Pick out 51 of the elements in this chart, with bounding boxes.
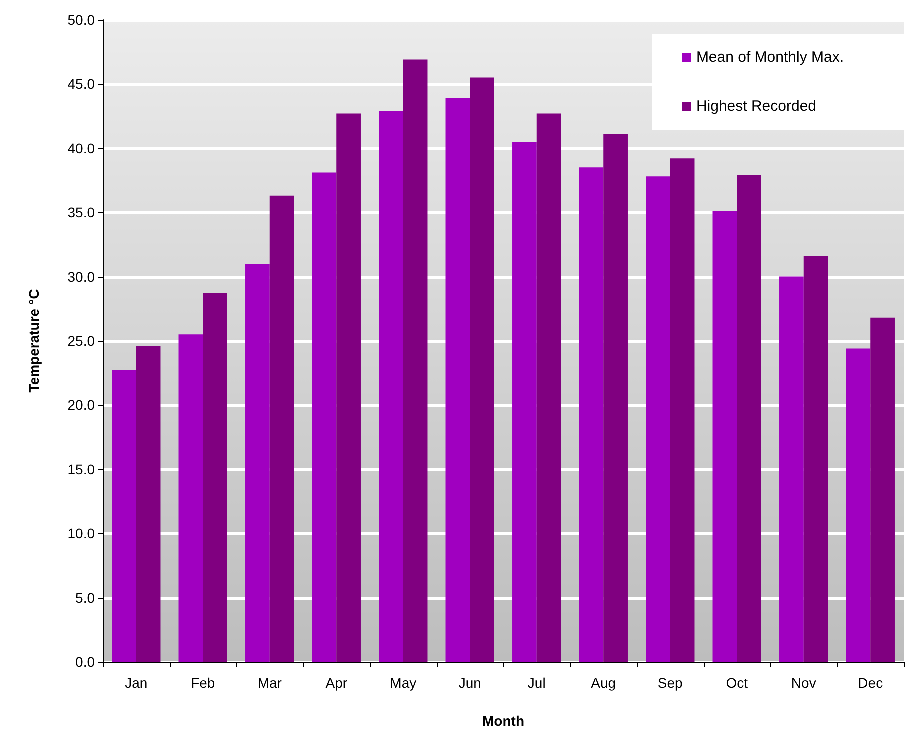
- y-tick-label: 35.0: [68, 204, 96, 221]
- bar: [737, 175, 762, 662]
- x-tick-label: Dec: [858, 675, 884, 691]
- x-tick-label: Jan: [125, 675, 148, 691]
- bar: [579, 168, 604, 662]
- bar: [712, 211, 738, 662]
- x-tick-label: Nov: [791, 675, 816, 691]
- x-tick-label: May: [390, 675, 417, 691]
- bar: [270, 196, 294, 662]
- y-tick-label: 50.0: [68, 12, 96, 28]
- x-tick-label: Oct: [726, 675, 748, 691]
- y-tick-label: 45.0: [68, 76, 96, 92]
- y-tick-label: 20.0: [68, 397, 96, 414]
- bar: [870, 318, 895, 662]
- bar: [512, 142, 537, 662]
- bar: [846, 348, 871, 662]
- y-tick-label: 15.0: [68, 461, 96, 478]
- y-tick-label: 25.0: [68, 333, 96, 349]
- bar: [470, 78, 494, 662]
- bar: [604, 134, 628, 662]
- bar: [136, 346, 161, 662]
- bar: [336, 114, 361, 662]
- bar: [178, 334, 204, 662]
- bar: [403, 60, 428, 662]
- legend-label: Mean of Monthly Max.: [696, 49, 844, 66]
- bar: [804, 256, 828, 662]
- x-tick-label: Aug: [591, 675, 616, 691]
- legend-label: Highest Recorded: [696, 98, 817, 115]
- bar: [379, 111, 404, 662]
- x-tick-label: Sep: [658, 675, 684, 691]
- y-tick-label: 40.0: [68, 140, 96, 156]
- x-axis-title: Month: [482, 713, 524, 729]
- bar: [246, 264, 270, 662]
- y-tick-label: 30.0: [68, 268, 96, 285]
- x-tick-label: Mar: [258, 675, 282, 691]
- x-tick-label: Jun: [458, 675, 482, 691]
- bar: [646, 176, 670, 662]
- y-tick-label: 0.0: [76, 654, 96, 670]
- bar: [536, 114, 562, 662]
- y-tick-label: 5.0: [76, 590, 96, 606]
- bar: [780, 276, 804, 662]
- bar: [670, 158, 695, 662]
- x-tick-label: Feb: [191, 675, 216, 691]
- bar: [446, 98, 470, 662]
- y-axis-title: Temperature °C: [26, 289, 42, 393]
- x-tick-label: Apr: [326, 675, 348, 691]
- x-tick-label: Jul: [528, 675, 546, 691]
- bar: [312, 172, 337, 662]
- y-tick-label: 10.0: [68, 526, 96, 542]
- bar: [203, 293, 228, 662]
- bar: [112, 370, 136, 662]
